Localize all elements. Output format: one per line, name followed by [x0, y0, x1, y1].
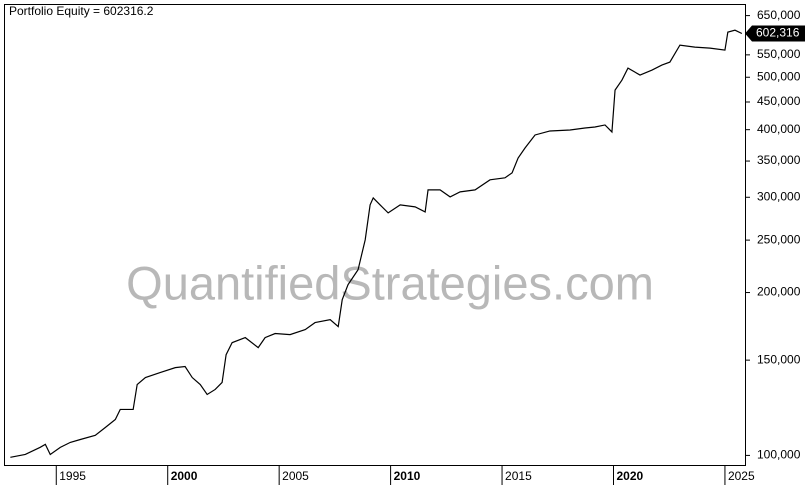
y-tick-label: 400,000	[757, 122, 801, 136]
y-tick-label: 550,000	[757, 47, 801, 61]
equity-line	[10, 29, 743, 458]
y-tick-label: 500,000	[757, 69, 801, 83]
y-tick-label: 100,000	[757, 448, 801, 462]
x-tick-label: 2000	[171, 469, 198, 483]
y-tick-label: 200,000	[757, 285, 801, 299]
watermark: QuantifiedStrategies.com	[126, 256, 654, 309]
y-tick-label: 250,000	[757, 232, 801, 246]
last-value-marker	[745, 25, 805, 42]
y-tick-label: 350,000	[757, 153, 801, 167]
y-tick-label: 300,000	[757, 189, 801, 203]
x-tick-label: 2015	[505, 469, 532, 483]
y-tick-label: 150,000	[757, 352, 801, 366]
x-tick-label: 1995	[59, 469, 86, 483]
x-tick-label: 2005	[282, 469, 309, 483]
plot-frame	[4, 4, 746, 466]
x-tick-label: 2020	[616, 469, 643, 483]
x-tick-label: 2025	[728, 469, 755, 483]
x-tick-label: 2010	[394, 469, 421, 483]
y-tick-label: 650,000	[757, 8, 801, 22]
chart-title: Portfolio Equity = 602316.2	[9, 4, 154, 18]
y-tick-label: 450,000	[757, 94, 801, 108]
last-value-label: 602,316	[756, 26, 800, 40]
